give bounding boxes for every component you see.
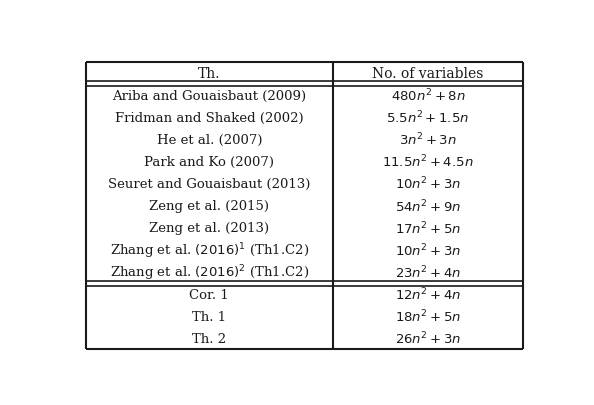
Text: Fridman and Shaked (2002): Fridman and Shaked (2002) — [115, 111, 304, 124]
Text: Zhang et al. $(2016)^1$ (Th1.C2): Zhang et al. $(2016)^1$ (Th1.C2) — [110, 241, 309, 260]
Text: Zhang et al. $(2016)^2$ (Th1.C2): Zhang et al. $(2016)^2$ (Th1.C2) — [110, 262, 309, 282]
Text: Seuret and Gouaisbaut (2013): Seuret and Gouaisbaut (2013) — [108, 177, 311, 190]
Text: $480n^2 + 8n$: $480n^2 + 8n$ — [391, 87, 465, 104]
Text: $11.5n^2 + 4.5n$: $11.5n^2 + 4.5n$ — [382, 153, 474, 170]
Text: $26n^2 + 3n$: $26n^2 + 3n$ — [395, 330, 461, 347]
Text: Zeng et al. (2013): Zeng et al. (2013) — [149, 222, 269, 234]
Text: $5.5n^2 + 1.5n$: $5.5n^2 + 1.5n$ — [387, 109, 469, 126]
Text: Cor. 1: Cor. 1 — [189, 288, 229, 301]
Text: Zeng et al. (2015): Zeng et al. (2015) — [149, 200, 269, 213]
Text: $18n^2 + 5n$: $18n^2 + 5n$ — [395, 308, 461, 325]
Text: $23n^2 + 4n$: $23n^2 + 4n$ — [395, 264, 461, 281]
Text: Th.: Th. — [198, 67, 220, 81]
Text: Ariba and Gouaisbaut (2009): Ariba and Gouaisbaut (2009) — [112, 89, 307, 102]
Text: $17n^2 + 5n$: $17n^2 + 5n$ — [395, 220, 461, 237]
Text: $10n^2 + 3n$: $10n^2 + 3n$ — [395, 176, 461, 192]
Text: $10n^2 + 3n$: $10n^2 + 3n$ — [395, 242, 461, 258]
Text: $12n^2 + 4n$: $12n^2 + 4n$ — [395, 286, 461, 303]
Text: $54n^2 + 9n$: $54n^2 + 9n$ — [395, 198, 461, 214]
Text: Th. 1: Th. 1 — [192, 310, 226, 323]
Text: No. of variables: No. of variables — [372, 67, 484, 81]
Text: He et al. (2007): He et al. (2007) — [157, 133, 262, 146]
Text: Th. 2: Th. 2 — [192, 332, 226, 345]
Text: Park and Ko (2007): Park and Ko (2007) — [144, 156, 274, 168]
Text: $3n^2 + 3n$: $3n^2 + 3n$ — [399, 132, 457, 148]
